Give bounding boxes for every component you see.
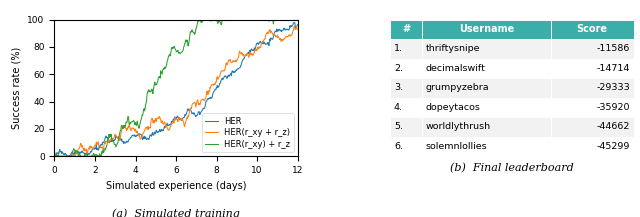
Text: 4.: 4. — [394, 103, 403, 112]
HER — [51, 155, 58, 158]
HER(r_xy) + r_z — [196, 19, 204, 21]
HER(r_xy) + r_z — [251, 18, 259, 21]
Text: (a)  Simulated training: (a) Simulated training — [112, 208, 240, 217]
X-axis label: Simulated experience (days): Simulated experience (days) — [106, 181, 246, 191]
Bar — [390, 117, 422, 137]
Text: -11586: -11586 — [596, 44, 630, 53]
Text: solemnlollies: solemnlollies — [426, 142, 487, 151]
HER(r_xy + r_z) — [250, 51, 258, 54]
Text: worldlythrush: worldlythrush — [426, 122, 491, 132]
HER(r_xy) + r_z — [53, 155, 61, 158]
Text: 3.: 3. — [394, 83, 403, 92]
Y-axis label: Success rate (%): Success rate (%) — [12, 47, 22, 129]
Bar — [551, 137, 634, 156]
HER(r_xy + r_z) — [289, 32, 296, 35]
Bar — [390, 39, 422, 59]
HER — [183, 111, 191, 114]
HER(r_xy + r_z) — [51, 155, 58, 158]
Bar — [390, 20, 422, 39]
Line: HER(r_xy) + r_z: HER(r_xy) + r_z — [54, 20, 298, 156]
HER — [166, 124, 174, 126]
Bar — [422, 117, 551, 137]
Bar — [551, 39, 634, 59]
Bar — [390, 98, 422, 117]
Text: 6.: 6. — [394, 142, 403, 151]
Bar — [551, 117, 634, 137]
Text: #: # — [402, 24, 410, 34]
HER(r_xy) + r_z — [289, 18, 297, 21]
Text: decimalswift: decimalswift — [426, 64, 485, 73]
HER(r_xy) + r_z — [166, 53, 174, 55]
Bar — [422, 20, 551, 39]
Text: -35920: -35920 — [596, 103, 630, 112]
HER(r_xy + r_z) — [291, 25, 298, 28]
Text: dopeytacos: dopeytacos — [426, 103, 481, 112]
HER(r_xy + r_z) — [294, 28, 301, 31]
Bar — [422, 98, 551, 117]
Bar — [422, 39, 551, 59]
HER — [290, 21, 298, 24]
Legend: HER, HER(r_xy + r_z), HER(r_xy) + r_z: HER, HER(r_xy + r_z), HER(r_xy) + r_z — [202, 113, 294, 152]
Text: Username: Username — [459, 24, 514, 34]
HER(r_xy + r_z) — [166, 125, 174, 127]
Text: thriftysnipe: thriftysnipe — [426, 44, 480, 53]
Bar — [551, 59, 634, 78]
Text: -14714: -14714 — [596, 64, 630, 73]
Bar — [551, 20, 634, 39]
Text: 1.: 1. — [394, 44, 403, 53]
Bar — [422, 59, 551, 78]
Bar — [422, 137, 551, 156]
Text: -29333: -29333 — [596, 83, 630, 92]
HER(r_xy) + r_z — [168, 46, 176, 49]
Line: HER(r_xy + r_z): HER(r_xy + r_z) — [54, 26, 298, 156]
Line: HER: HER — [54, 23, 298, 156]
Text: 2.: 2. — [394, 64, 403, 73]
HER — [51, 155, 59, 158]
Text: -44662: -44662 — [596, 122, 630, 132]
HER(r_xy) + r_z — [195, 18, 202, 21]
Bar — [551, 98, 634, 117]
Text: -45299: -45299 — [596, 142, 630, 151]
HER — [196, 113, 204, 116]
HER(r_xy + r_z) — [183, 118, 191, 120]
HER(r_xy) + r_z — [183, 40, 191, 43]
Text: grumpyzebra: grumpyzebra — [426, 83, 489, 92]
HER — [294, 23, 301, 26]
Bar — [390, 59, 422, 78]
HER(r_xy) + r_z — [51, 154, 58, 157]
HER(r_xy + r_z) — [52, 155, 60, 158]
HER(r_xy + r_z) — [168, 122, 176, 125]
Bar — [390, 137, 422, 156]
Text: Score: Score — [577, 24, 608, 34]
HER — [168, 121, 176, 123]
HER(r_xy + r_z) — [196, 103, 204, 106]
Bar — [390, 78, 422, 98]
Bar — [422, 78, 551, 98]
Bar — [551, 78, 634, 98]
HER — [250, 46, 258, 49]
HER — [289, 24, 296, 26]
Text: 5.: 5. — [394, 122, 403, 132]
Text: (b)  Final leaderboard: (b) Final leaderboard — [450, 163, 574, 173]
HER(r_xy) + r_z — [294, 18, 301, 21]
